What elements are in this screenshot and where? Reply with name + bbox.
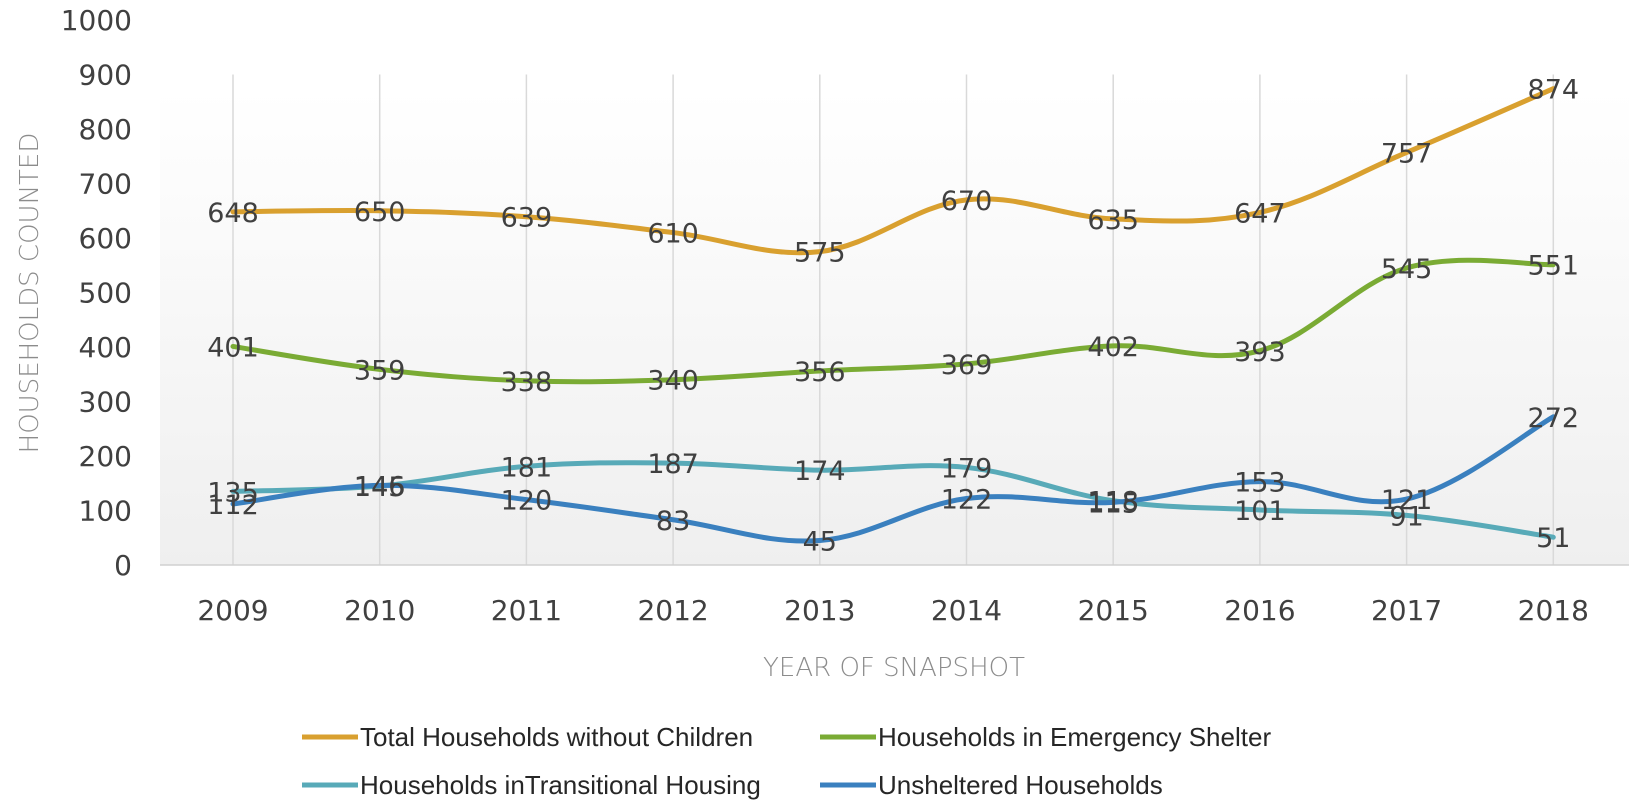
gridlines [160, 74, 1629, 566]
data-label: 393 [1234, 337, 1286, 368]
legend-label: Households inTransitional Housing [360, 770, 761, 800]
x-tick-label: 2014 [931, 594, 1002, 627]
series-line-3 [230, 460, 1556, 540]
data-label: 187 [647, 449, 699, 480]
data-label: 145 [354, 472, 406, 503]
data-label: 272 [1528, 403, 1580, 434]
x-tick-label: 2018 [1518, 594, 1589, 627]
data-label: 551 [1528, 251, 1580, 282]
y-tick-label: 700 [79, 168, 132, 201]
data-label: 610 [647, 219, 699, 250]
data-label: 369 [941, 350, 993, 381]
data-label: 757 [1381, 138, 1433, 169]
data-label: 874 [1528, 75, 1580, 106]
y-axis-ticks: 0 100 200 300 400 500 600 700 800 900 1000 [61, 4, 132, 582]
data-label: 402 [1087, 332, 1139, 363]
legend-item-1: Total Households without Children [302, 722, 753, 752]
legend-label: Households in Emergency Shelter [878, 722, 1271, 752]
x-tick-label: 2015 [1078, 594, 1149, 627]
legend: Total Households without Children Househo… [302, 722, 1271, 800]
data-label: 174 [794, 456, 846, 487]
y-tick-label: 1000 [61, 4, 132, 37]
legend-label: Total Households without Children [360, 722, 753, 752]
data-label: 650 [354, 197, 406, 228]
legend-item-3: Households inTransitional Housing [302, 770, 761, 800]
data-label: 359 [354, 355, 406, 386]
y-tick-label: 400 [79, 331, 132, 364]
data-label: 101 [1234, 496, 1286, 527]
data-label: 121 [1381, 485, 1433, 516]
data-label: 356 [794, 357, 846, 388]
y-tick-label: 100 [79, 495, 132, 528]
x-tick-label: 2011 [491, 594, 562, 627]
data-label: 340 [647, 366, 699, 397]
data-label: 338 [501, 367, 553, 398]
data-label: 45 [803, 526, 837, 557]
y-tick-label: 0 [114, 549, 132, 582]
x-tick-label: 2013 [784, 594, 855, 627]
data-label: 179 [941, 453, 993, 484]
data-label: 639 [501, 203, 553, 234]
y-tick-label: 800 [79, 113, 132, 146]
y-axis-title: HOUSEHOLDS COUNTED [15, 133, 45, 454]
data-label: 181 [501, 452, 553, 483]
data-label: 635 [1087, 205, 1139, 236]
series-line-4 [230, 414, 1556, 544]
y-tick-label: 300 [79, 386, 132, 419]
data-label: 51 [1536, 523, 1570, 554]
data-label: 545 [1381, 254, 1433, 285]
legend-label: Unsheltered Households [878, 770, 1163, 800]
legend-item-2: Households in Emergency Shelter [820, 722, 1271, 752]
data-label: 83 [656, 506, 690, 537]
y-tick-label: 500 [79, 277, 132, 310]
x-tick-label: 2010 [344, 594, 415, 627]
x-axis-ticks: 2009 2010 2011 2012 2013 2014 2015 2016 2017 2018 [197, 594, 1589, 627]
y-tick-label: 900 [79, 59, 132, 92]
series-line-1 [230, 86, 1556, 256]
data-label: 401 [207, 332, 259, 363]
data-label: 118 [1087, 487, 1139, 518]
data-labels: 648 650 639 610 575 670 635 647 757 874 401 359 338 3… [207, 75, 1579, 558]
data-label: 91 [1389, 501, 1423, 532]
y-tick-label: 600 [79, 222, 132, 255]
data-label: 647 [1234, 198, 1286, 229]
series-lines [230, 86, 1556, 544]
data-label: 648 [207, 198, 259, 229]
series-line-2 [230, 257, 1556, 385]
y-tick-label: 200 [79, 440, 132, 473]
data-label: 575 [794, 238, 846, 269]
data-label: 122 [941, 485, 993, 516]
x-tick-label: 2009 [197, 594, 268, 627]
data-label: 670 [941, 186, 993, 217]
data-label: 112 [207, 490, 259, 521]
legend-item-4: Unsheltered Households [820, 770, 1163, 800]
x-tick-label: 2017 [1371, 594, 1442, 627]
data-label: 153 [1234, 468, 1286, 499]
data-label: 135 [207, 477, 259, 508]
data-label: 120 [501, 486, 553, 517]
data-label: 146 [354, 471, 406, 502]
x-tick-label: 2016 [1224, 594, 1295, 627]
data-label: 115 [1087, 488, 1139, 519]
x-tick-label: 2012 [637, 594, 708, 627]
x-axis-title: YEAR OF SNAPSHOT [763, 653, 1025, 683]
